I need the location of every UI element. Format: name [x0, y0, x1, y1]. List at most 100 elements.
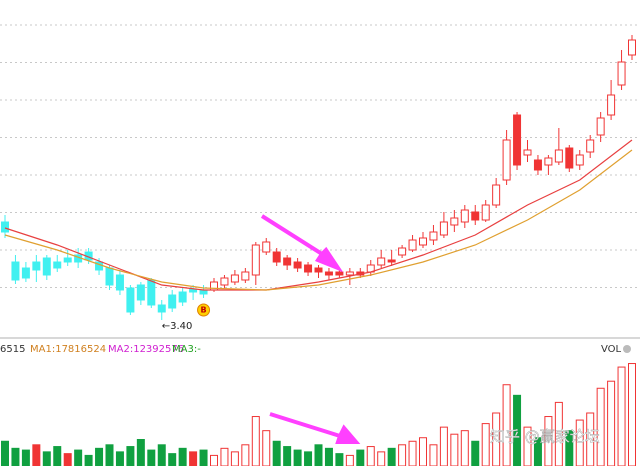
candle-body [513, 114, 522, 166]
volume-bar [230, 451, 239, 466]
candle-body [554, 149, 563, 163]
candle-body [575, 154, 584, 166]
volume-bar [42, 451, 51, 466]
candle-body [283, 257, 292, 266]
volume-bar [471, 440, 480, 466]
ma2-label: MA2:12392576 [108, 344, 184, 355]
watermark: 知乎 @赢家论坛 [490, 428, 600, 446]
candle-body [429, 231, 438, 241]
volume-bar [74, 449, 83, 466]
candle-body [544, 157, 553, 166]
volume-bar [324, 447, 333, 466]
candle-body [220, 277, 229, 286]
volume-bar [53, 446, 62, 466]
volume-bar [1, 440, 9, 466]
candle-body [115, 274, 124, 291]
volume-bar [628, 363, 636, 466]
volume-bar [210, 454, 218, 466]
candle-body [596, 117, 605, 136]
candle-body [387, 259, 396, 263]
candle-body [63, 257, 72, 263]
volume-bar [95, 447, 104, 466]
settings-icon[interactable] [623, 345, 631, 353]
candle-body [262, 241, 271, 253]
volume-bar [272, 440, 281, 466]
low-label: ←3.40 [162, 321, 193, 332]
candle-body [419, 237, 427, 246]
volume-bar [262, 430, 271, 466]
volume-bar [21, 449, 30, 466]
volume-bar [147, 449, 156, 466]
volume-bar [335, 453, 344, 466]
volume-bar [241, 444, 250, 466]
volume-bar [617, 366, 626, 466]
candle-body [272, 251, 281, 263]
volume-bar [575, 419, 584, 466]
candle-body [11, 261, 20, 281]
volume-bar [105, 444, 114, 466]
volume-bar [63, 453, 72, 466]
volume-bar [356, 449, 365, 466]
candle-body [586, 139, 595, 153]
volume-bar [607, 380, 616, 466]
candle-body [32, 261, 41, 271]
candle-body [324, 271, 333, 276]
candle-body [168, 294, 177, 309]
vol-left-label: 6515 [0, 344, 25, 355]
volume-bar [168, 453, 177, 466]
volume-bar [513, 394, 522, 466]
volume-bar [84, 454, 93, 466]
candle-body [136, 284, 145, 301]
candle-body [42, 257, 51, 276]
moving-average [4, 149, 633, 291]
candle-body [147, 279, 156, 306]
candle-body [408, 239, 417, 251]
candle-body [251, 244, 260, 276]
volume-bar [220, 447, 229, 466]
volume-bar [533, 437, 542, 466]
volume-bar [439, 426, 448, 466]
candle-body [502, 139, 511, 181]
volume-bar [586, 412, 595, 466]
candle-body [607, 94, 616, 116]
volume-bar [492, 412, 501, 466]
candle-body [304, 264, 313, 273]
candle-body [471, 211, 480, 221]
candle-body [21, 267, 30, 279]
volume-bar [199, 449, 208, 466]
volume-bar [460, 430, 469, 466]
candle-body [335, 271, 344, 276]
candle-body [523, 149, 532, 156]
candle-body [377, 257, 386, 266]
volume-bar [502, 384, 511, 466]
volume-bar [189, 451, 198, 466]
candle-body [460, 209, 469, 223]
moving-average [4, 139, 633, 291]
annotation-arrow [269, 412, 361, 444]
vol-label: VOL [601, 344, 622, 355]
volume-bar [345, 454, 354, 466]
volume-bar [126, 446, 135, 466]
volume-bar [251, 416, 260, 466]
volume-bar [136, 439, 145, 466]
volume-bar [11, 447, 20, 466]
candle-body [230, 274, 239, 283]
volume-bar [450, 433, 459, 466]
buy-label: B [200, 306, 206, 315]
candle-body [481, 204, 490, 221]
candle-body [628, 39, 636, 56]
candle-body [178, 291, 187, 303]
volume-bar [178, 447, 187, 466]
volume-bar [429, 444, 438, 466]
buy-marker [197, 303, 211, 317]
volume-bar [293, 449, 302, 466]
candle-body [492, 184, 501, 206]
candle-body [439, 221, 448, 236]
candle-body [314, 267, 323, 273]
candle-body [157, 304, 166, 313]
volume-bar [157, 444, 166, 466]
candle-body [450, 217, 459, 226]
candle-body [293, 261, 302, 269]
ma1-label: MA1:17816524 [30, 344, 106, 355]
